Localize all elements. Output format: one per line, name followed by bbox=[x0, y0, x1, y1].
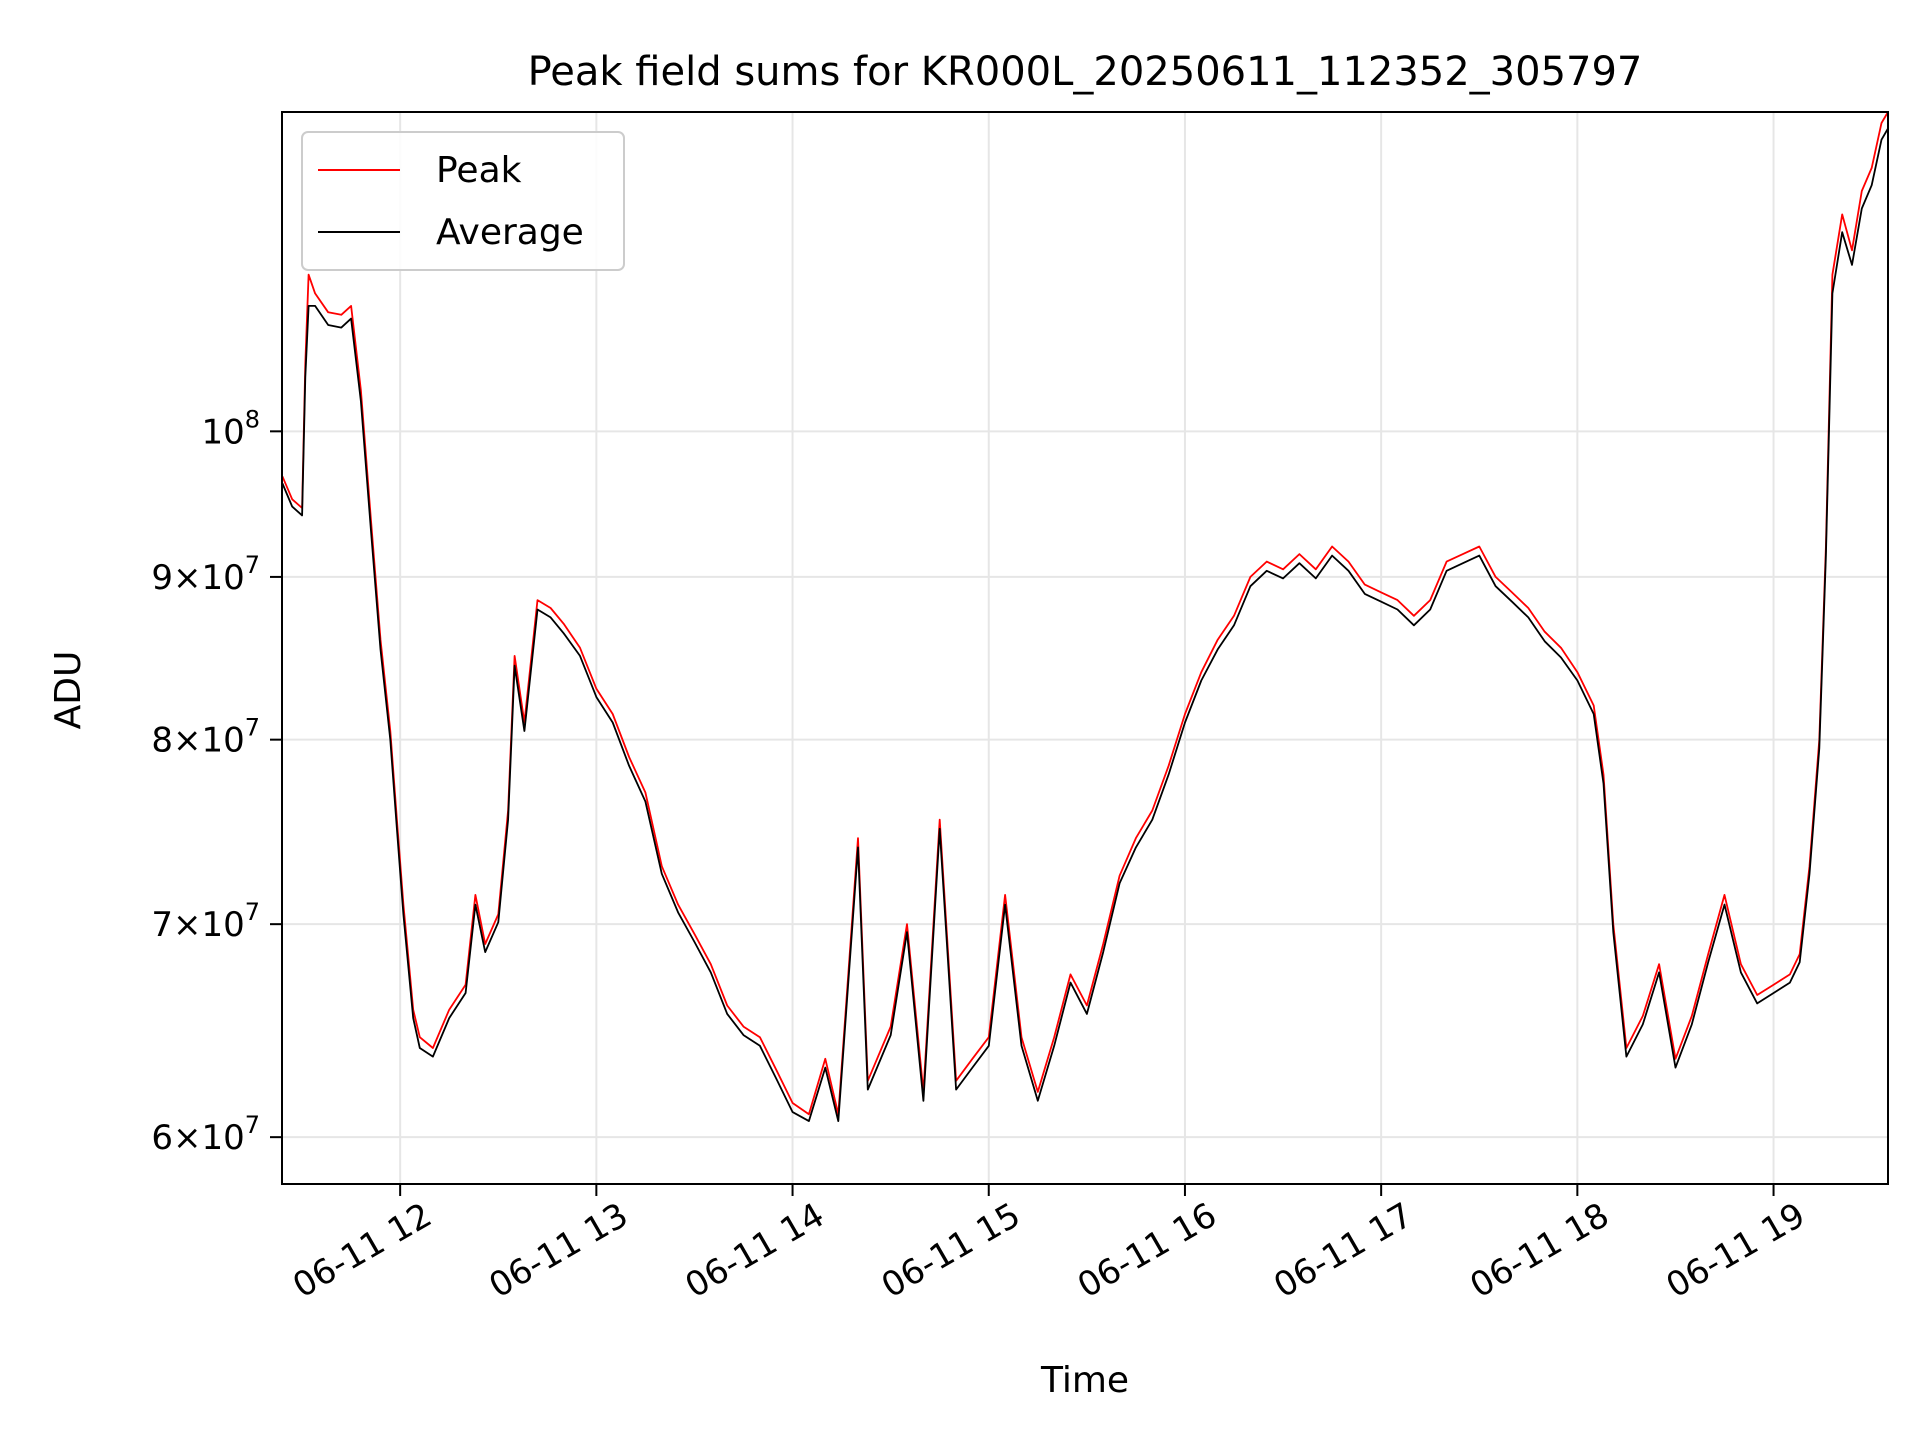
chart-title: Peak field sums for KR000L_20250611_1123… bbox=[528, 49, 1643, 95]
y-tick-mantissa: 9×10 bbox=[151, 558, 244, 598]
x-tick-label: 06-11 15 bbox=[875, 1195, 1027, 1306]
x-tick-label: 06-11 16 bbox=[1071, 1195, 1223, 1306]
y-axis-label: ADU bbox=[48, 651, 89, 730]
grid-lines bbox=[282, 112, 1888, 1184]
y-tick-mantissa: 8×10 bbox=[151, 721, 244, 761]
series-lines bbox=[281, 111, 1889, 1122]
y-tick-label: 9×107 bbox=[151, 551, 260, 598]
legend-box bbox=[301, 131, 625, 271]
legend: Peak Average bbox=[301, 131, 625, 271]
y-tick-exponent: 7 bbox=[245, 551, 260, 579]
x-tick-label: 06-11 13 bbox=[482, 1195, 634, 1306]
y-tick-mantissa: 7×10 bbox=[151, 905, 244, 945]
x-tick-label: 06-11 19 bbox=[1660, 1195, 1812, 1306]
x-tick-label: 06-11 14 bbox=[679, 1195, 831, 1306]
y-tick-exponent: 7 bbox=[245, 1111, 260, 1139]
legend-label-peak: Peak bbox=[436, 150, 522, 191]
series-line-average bbox=[281, 128, 1889, 1122]
y-tick-mantissa: 6×10 bbox=[151, 1118, 244, 1158]
y-tick-mantissa: 10 bbox=[201, 412, 244, 452]
series-line-peak bbox=[281, 111, 1889, 1116]
y-tick-exponent: 7 bbox=[245, 898, 260, 926]
y-tick-exponent: 8 bbox=[245, 405, 260, 433]
y-tick-label: 7×107 bbox=[151, 898, 260, 945]
x-tick-label: 06-11 18 bbox=[1463, 1195, 1615, 1306]
y-tick-label: 6×107 bbox=[151, 1111, 260, 1158]
legend-label-average: Average bbox=[436, 212, 584, 253]
plot-frame bbox=[281, 111, 1889, 1185]
x-tick-label: 06-11 17 bbox=[1267, 1195, 1419, 1306]
x-tick-label: 06-11 12 bbox=[286, 1195, 438, 1306]
y-tick-label: 8×107 bbox=[151, 714, 260, 761]
y-tick-exponent: 7 bbox=[245, 714, 260, 742]
x-axis-label: Time bbox=[1040, 1360, 1129, 1401]
y-tick-label: 108 bbox=[201, 405, 260, 452]
